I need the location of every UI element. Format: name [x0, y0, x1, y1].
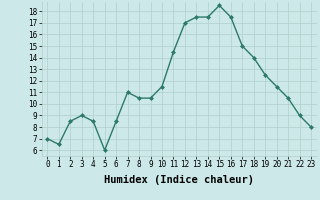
X-axis label: Humidex (Indice chaleur): Humidex (Indice chaleur)	[104, 175, 254, 185]
